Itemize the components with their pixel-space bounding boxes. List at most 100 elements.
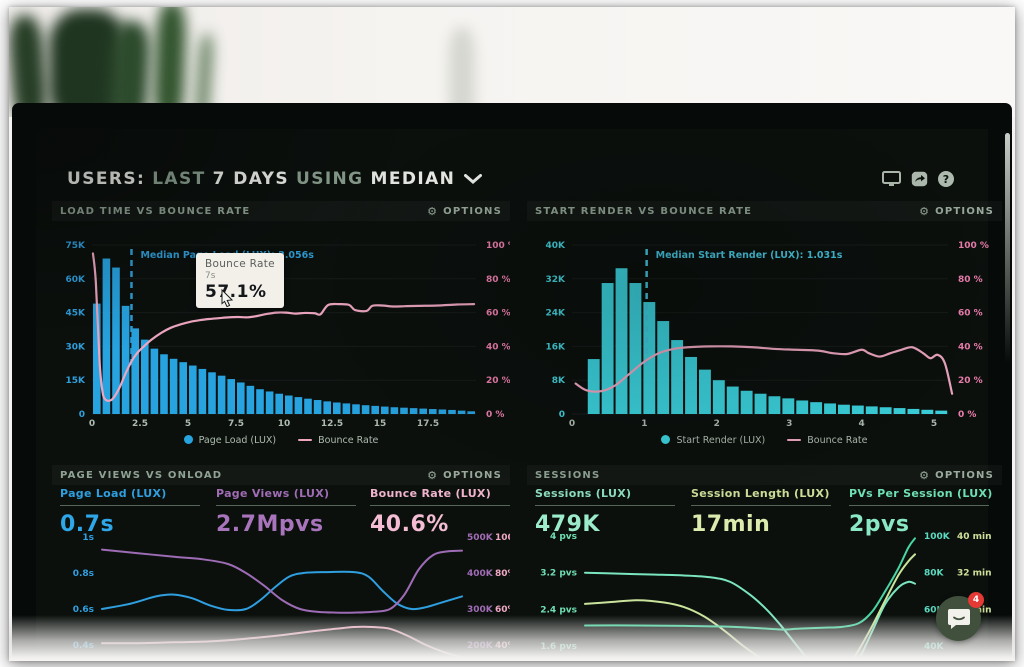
svg-text:0.4s: 0.4s xyxy=(73,641,94,651)
metric-sessions: Sessions (LUX) 479K xyxy=(535,487,685,537)
svg-text:17.5: 17.5 xyxy=(417,419,439,429)
svg-text:40 min: 40 min xyxy=(957,532,992,542)
svg-text:100K: 100K xyxy=(924,532,951,542)
svg-text:2: 2 xyxy=(714,419,720,429)
svg-text:8K: 8K xyxy=(552,376,566,386)
svg-text:20 %: 20 % xyxy=(486,376,510,386)
options-button[interactable]: ⚙ OPTIONS xyxy=(919,468,994,482)
chart-legend: Page Load (LUX) Bounce Rate xyxy=(52,435,510,446)
sessions-line-chart: 4 pvs 100K 40 min 3.2 pvs 80K 32 min 2.4 pvs 60… xyxy=(540,532,992,661)
metric-page-load: Page Load (LUX) 0.7s xyxy=(60,487,210,537)
panel-title: START RENDER VS BOUNCE RATE xyxy=(535,205,753,217)
metric-bounce-rate: Bounce Rate (LUX) 40.6% xyxy=(370,487,520,537)
svg-text:60K: 60K xyxy=(66,275,87,285)
panel-start-render-vs-bounce-rate: START RENDER VS BOUNCE RATE ⚙ OPTIONS 40K… xyxy=(527,201,1002,457)
options-button[interactable]: ⚙ OPTIONS xyxy=(919,204,994,218)
svg-text:60%: 60% xyxy=(495,605,510,615)
users-label: USERS: xyxy=(67,169,146,189)
chat-launcher-button[interactable]: 4 xyxy=(936,592,984,641)
svg-text:40K: 40K xyxy=(924,642,945,652)
svg-text:5: 5 xyxy=(185,419,191,429)
svg-text:100 %: 100 % xyxy=(958,241,989,251)
users-range-dropdown[interactable]: USERS: LAST 7 DAYS USING MEDIAN xyxy=(67,169,960,189)
svg-text:1s: 1s xyxy=(82,533,94,543)
dashboard-header: USERS: LAST 7 DAYS USING MEDIAN xyxy=(67,169,960,199)
range-word: LAST xyxy=(152,169,206,189)
svg-text:400K: 400K xyxy=(467,569,494,579)
start-render-histogram-chart: 40K 100 % 32K 80 % 24K 60 % 16K 40 % 8K 20 % 0 0 % 0… xyxy=(546,241,989,429)
svg-text:0: 0 xyxy=(559,410,565,420)
gear-icon: ⚙ xyxy=(427,204,439,218)
svg-text:80%: 80% xyxy=(495,569,510,579)
chart-legend: Start Render (LUX) Bounce Rate xyxy=(527,435,1002,446)
svg-text:45K: 45K xyxy=(66,309,87,319)
svg-text:4: 4 xyxy=(858,419,864,429)
svg-text:300K: 300K xyxy=(467,605,494,615)
display-icon[interactable] xyxy=(882,171,901,187)
monitor-edge-reflection xyxy=(1005,133,1010,363)
plant-leaf xyxy=(449,27,475,117)
options-button[interactable]: ⚙ OPTIONS xyxy=(427,204,502,218)
legend-dot xyxy=(183,435,193,444)
gear-icon: ⚙ xyxy=(919,468,931,482)
svg-text:40 %: 40 % xyxy=(958,342,983,352)
svg-text:80 %: 80 % xyxy=(958,275,983,285)
panel-title: SESSIONS xyxy=(535,469,601,481)
metric-pvs-per-session: PVs Per Session (LUX) 2pvs xyxy=(849,487,993,537)
chevron-down-icon xyxy=(464,174,483,184)
svg-text:0: 0 xyxy=(79,410,85,420)
chat-unread-badge: 4 xyxy=(968,592,984,608)
svg-text:7.5: 7.5 xyxy=(228,419,244,429)
svg-text:0 %: 0 % xyxy=(486,410,504,420)
svg-text:0: 0 xyxy=(569,419,575,429)
svg-text:80 %: 80 % xyxy=(486,275,510,285)
svg-text:24K: 24K xyxy=(546,309,567,319)
legend-line xyxy=(298,438,313,441)
mouse-cursor xyxy=(220,288,234,311)
svg-text:5: 5 xyxy=(931,419,937,429)
svg-text:0 %: 0 % xyxy=(958,410,976,420)
legend-dot xyxy=(661,435,671,444)
svg-text:30K: 30K xyxy=(66,342,87,352)
svg-text:40K: 40K xyxy=(546,241,567,251)
svg-text:32K: 32K xyxy=(546,275,567,285)
options-button[interactable]: ⚙ OPTIONS xyxy=(427,468,502,482)
svg-text:0.6s: 0.6s xyxy=(73,605,94,615)
aggregation-value: MEDIAN xyxy=(370,169,456,189)
svg-text:2.5: 2.5 xyxy=(132,419,148,429)
range-value: 7 DAYS xyxy=(212,169,289,189)
background-wall xyxy=(9,7,1015,117)
metric-page-views: Page Views (LUX) 2.7Mpvs xyxy=(216,487,366,537)
load-time-histogram-chart: 75K 100 % 60K 80 % 45K 60 % 30K 40 % 15K 20 % 0 0 %… xyxy=(66,241,511,429)
gear-icon: ⚙ xyxy=(427,468,439,482)
share-icon[interactable] xyxy=(911,171,928,187)
svg-text:40 %: 40 % xyxy=(486,342,510,352)
panel-title: LOAD TIME VS BOUNCE RATE xyxy=(60,205,251,217)
bounce-rate-tooltip: Bounce Rate 7s 57.1% xyxy=(196,253,284,308)
svg-text:1: 1 xyxy=(641,419,647,429)
panel-sessions: SESSIONS ⚙ OPTIONS Sessions (LUX) 479K Se… xyxy=(527,465,1002,661)
help-icon[interactable]: ? xyxy=(938,171,954,187)
svg-text:Median Start Render (LUX): 1.0: Median Start Render (LUX): 1.031s xyxy=(656,250,843,261)
svg-text:100%: 100% xyxy=(495,533,510,543)
using-word: USING xyxy=(295,169,364,189)
svg-text:1.6 pvs: 1.6 pvs xyxy=(540,642,577,652)
svg-text:10: 10 xyxy=(278,419,291,429)
svg-text:4 pvs: 4 pvs xyxy=(550,532,577,542)
svg-text:20 %: 20 % xyxy=(958,376,983,386)
svg-text:40%: 40% xyxy=(495,641,510,651)
svg-text:60 %: 60 % xyxy=(958,309,983,319)
panel-page-views-vs-onload: PAGE VIEWS VS ONLOAD ⚙ OPTIONS Page Load … xyxy=(52,465,510,661)
plant-leaf xyxy=(152,7,188,117)
svg-text:15K: 15K xyxy=(66,376,87,386)
dashboard-screen: USERS: LAST 7 DAYS USING MEDIAN xyxy=(36,129,993,661)
svg-text:500K: 500K xyxy=(467,533,494,543)
svg-text:3: 3 xyxy=(786,419,792,429)
metric-session-length: Session Length (LUX) 17min xyxy=(691,487,831,537)
svg-text:100 %: 100 % xyxy=(486,241,510,251)
panel-title: PAGE VIEWS VS ONLOAD xyxy=(60,469,223,481)
plant-leaf xyxy=(9,13,49,117)
chat-bubble-icon xyxy=(947,608,970,629)
monitor: USERS: LAST 7 DAYS USING MEDIAN xyxy=(12,103,1012,661)
